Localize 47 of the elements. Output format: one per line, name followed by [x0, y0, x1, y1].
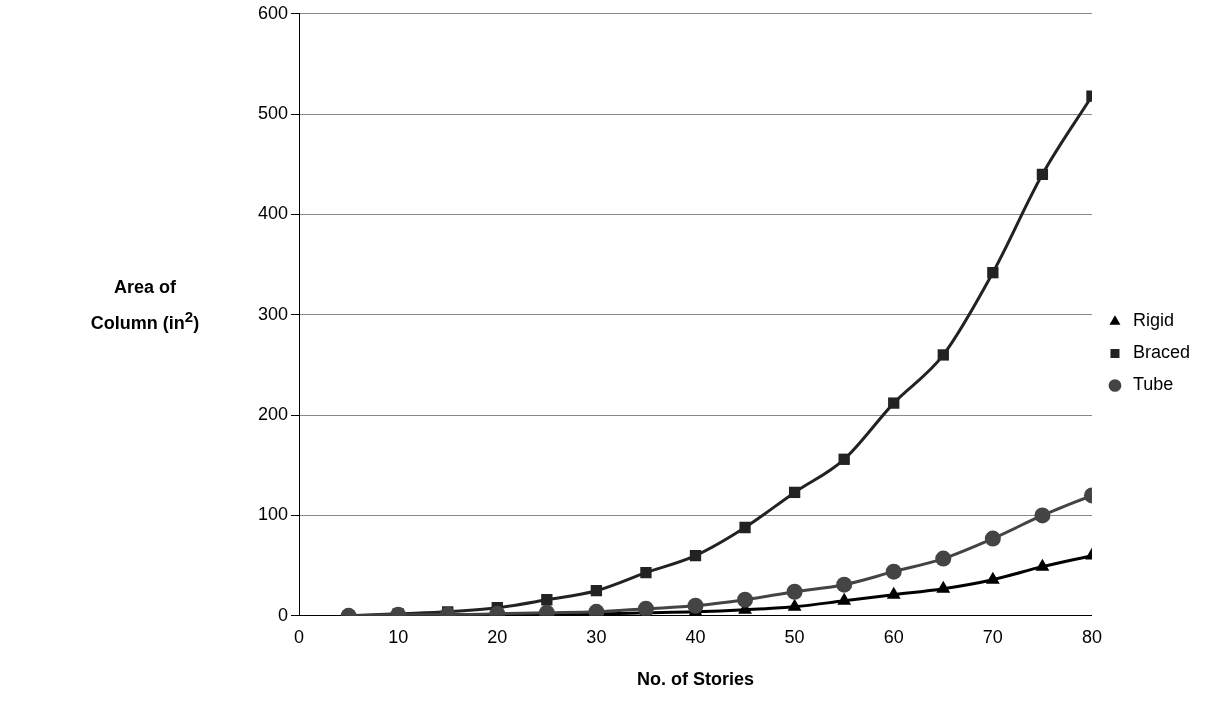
point [541, 594, 553, 606]
point [1036, 168, 1049, 180]
point [935, 550, 952, 567]
point [985, 571, 1000, 584]
x-tick-label: 70 [982, 626, 1003, 647]
point [937, 349, 949, 361]
point [689, 549, 702, 562]
point [836, 576, 853, 593]
y-axis-title: Area of Column (in$^{2}$) [89, 276, 201, 335]
y-tick-label: 200 [257, 404, 289, 425]
x-tick-label: 50 [784, 626, 805, 647]
point [888, 397, 900, 409]
x-tick-label: 30 [586, 626, 607, 647]
point [788, 486, 801, 499]
point [786, 583, 803, 600]
point [987, 267, 999, 279]
legend-label: Rigid [1132, 310, 1174, 331]
legend-label: Braced [1132, 342, 1191, 363]
point [590, 585, 603, 597]
x-axis-title: No. of Stories [636, 669, 755, 690]
point [936, 580, 951, 593]
x-tick-label: 0 [294, 626, 305, 647]
point [886, 586, 901, 599]
x-tick-label: 60 [883, 626, 904, 647]
point [837, 592, 852, 605]
legend-label: Tube [1132, 374, 1174, 395]
x-tick-label: 20 [487, 626, 508, 647]
point [885, 563, 902, 580]
point [640, 567, 652, 579]
point [739, 521, 751, 534]
y-tick-label: 0 [278, 604, 289, 625]
y-tick-label: 500 [257, 103, 289, 124]
x-tick-label: 80 [1081, 626, 1102, 647]
y-tick-label: 100 [257, 504, 289, 525]
point [737, 591, 754, 608]
point [838, 453, 850, 465]
y-tick-label: 300 [257, 303, 289, 324]
y-tick-label: 600 [257, 2, 289, 23]
point [787, 598, 802, 611]
x-tick-label: 10 [388, 626, 409, 647]
point [1034, 507, 1051, 524]
x-tick-label: 40 [685, 626, 706, 647]
point [687, 597, 704, 614]
y-tick-label: 400 [257, 203, 289, 224]
point [1035, 558, 1050, 571]
point [637, 600, 654, 616]
point [984, 530, 1001, 547]
